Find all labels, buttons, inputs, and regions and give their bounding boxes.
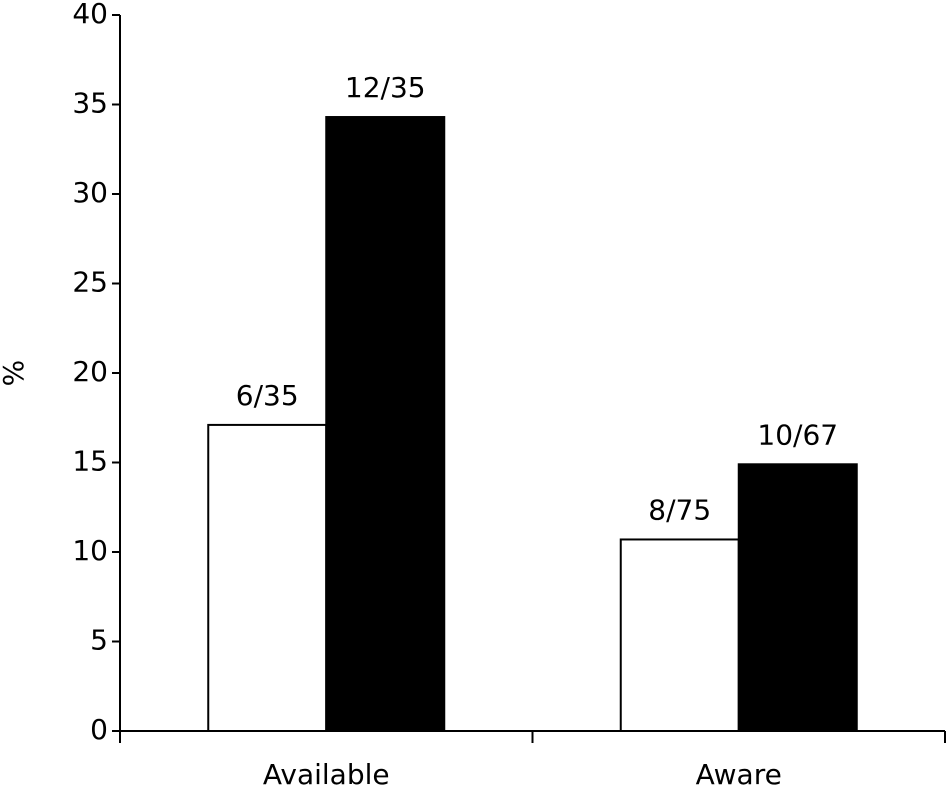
bar (737, 463, 858, 732)
value-label: 8/75 (648, 493, 711, 526)
bar (325, 116, 446, 732)
y-tick-label: 40 (72, 0, 108, 30)
y-axis-label: % (0, 360, 30, 387)
y-tick-label: 30 (72, 176, 108, 209)
bar (619, 538, 740, 732)
value-label: 12/35 (345, 71, 426, 104)
y-tick-label: 5 (90, 624, 108, 657)
y-tick-label: 15 (72, 445, 108, 478)
value-label: 6/35 (236, 379, 299, 412)
y-tick-label: 25 (72, 266, 108, 299)
y-tick-label: 0 (90, 713, 108, 746)
value-label: 10/67 (757, 418, 838, 451)
x-tick-label: Aware (696, 758, 782, 789)
y-tick-label: 10 (72, 534, 108, 567)
bar (207, 423, 328, 732)
x-tick-label: Available (263, 758, 390, 789)
y-tick-label: 35 (72, 87, 108, 120)
y-tick-label: 20 (72, 355, 108, 388)
